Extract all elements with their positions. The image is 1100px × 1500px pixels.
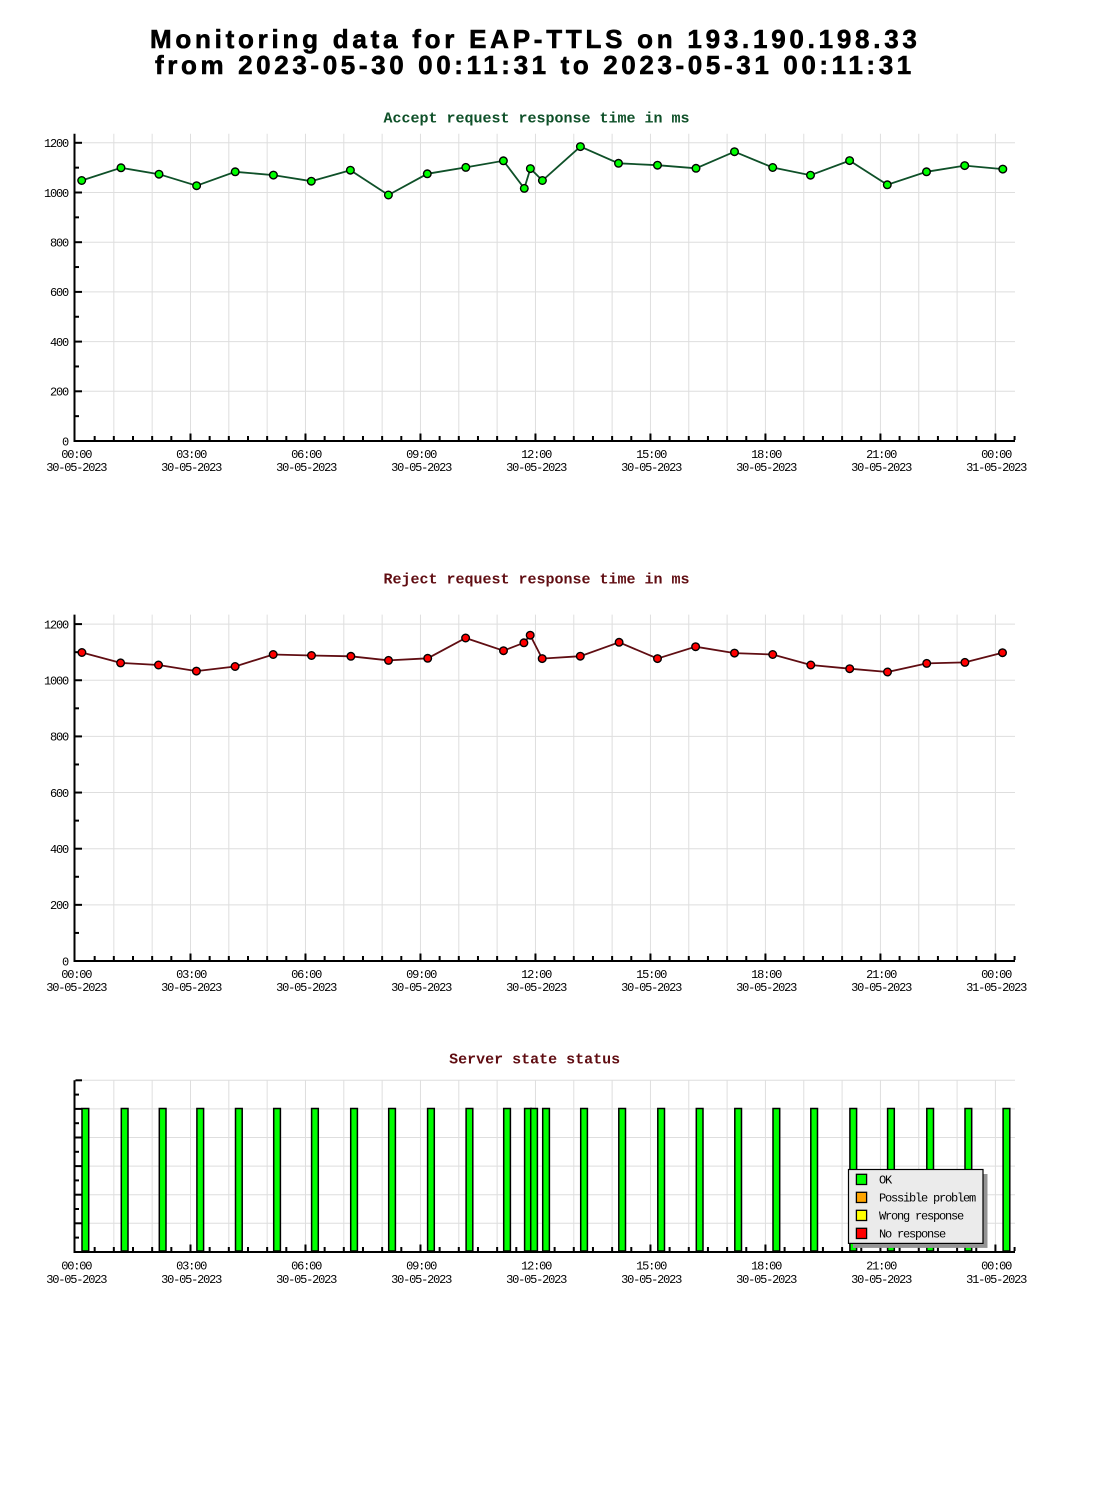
svg-text:09:00: 09:00 [406, 448, 437, 462]
svg-text:600: 600 [50, 286, 69, 300]
svg-text:31-05-2023: 31-05-2023 [966, 1273, 1027, 1287]
svg-text:12:00: 12:00 [521, 1260, 552, 1274]
svg-text:06:00: 06:00 [291, 448, 322, 462]
svg-text:00:00: 00:00 [981, 1260, 1012, 1274]
svg-text:21:00: 21:00 [866, 1260, 897, 1274]
svg-text:800: 800 [50, 731, 69, 745]
svg-text:21:00: 21:00 [866, 448, 897, 462]
svg-text:30-05-2023: 30-05-2023 [161, 461, 222, 475]
svg-text:1000: 1000 [44, 187, 69, 201]
svg-text:15:00: 15:00 [636, 1260, 667, 1274]
svg-text:00:00: 00:00 [61, 448, 92, 462]
svg-text:Possible problem: Possible problem [879, 1192, 976, 1206]
svg-text:30-05-2023: 30-05-2023 [621, 981, 682, 995]
svg-text:30-05-2023: 30-05-2023 [851, 981, 912, 995]
svg-text:30-05-2023: 30-05-2023 [46, 981, 107, 995]
svg-text:00:00: 00:00 [61, 1260, 92, 1274]
svg-text:30-05-2023: 30-05-2023 [851, 461, 912, 475]
svg-text:30-05-2023: 30-05-2023 [736, 981, 797, 995]
svg-text:30-05-2023: 30-05-2023 [276, 1273, 337, 1287]
svg-text:09:00: 09:00 [406, 1260, 437, 1274]
svg-text:400: 400 [50, 843, 69, 857]
svg-text:18:00: 18:00 [751, 448, 782, 462]
svg-text:30-05-2023: 30-05-2023 [391, 1273, 452, 1287]
svg-text:31-05-2023: 31-05-2023 [966, 461, 1027, 475]
svg-text:800: 800 [50, 237, 69, 251]
svg-text:30-05-2023: 30-05-2023 [736, 461, 797, 475]
svg-text:200: 200 [50, 386, 69, 400]
svg-text:0: 0 [62, 955, 69, 969]
svg-text:00:00: 00:00 [981, 968, 1012, 982]
svg-text:30-05-2023: 30-05-2023 [46, 1273, 107, 1287]
svg-text:30-05-2023: 30-05-2023 [621, 461, 682, 475]
svg-text:30-05-2023: 30-05-2023 [276, 981, 337, 995]
svg-text:18:00: 18:00 [751, 968, 782, 982]
svg-text:30-05-2023: 30-05-2023 [276, 461, 337, 475]
svg-text:21:00: 21:00 [866, 968, 897, 982]
svg-text:06:00: 06:00 [291, 968, 322, 982]
svg-text:Accept request response time i: Accept request response time in ms [383, 111, 689, 128]
svg-text:15:00: 15:00 [636, 968, 667, 982]
svg-text:No response: No response [879, 1228, 946, 1242]
svg-text:30-05-2023: 30-05-2023 [161, 981, 222, 995]
svg-text:30-05-2023: 30-05-2023 [46, 461, 107, 475]
svg-text:Reject request response time i: Reject request response time in ms [383, 571, 689, 588]
svg-text:00:00: 00:00 [981, 448, 1012, 462]
svg-text:30-05-2023: 30-05-2023 [391, 981, 452, 995]
svg-text:09:00: 09:00 [406, 968, 437, 982]
svg-text:Wrong response: Wrong response [879, 1210, 964, 1224]
svg-text:30-05-2023: 30-05-2023 [161, 1273, 222, 1287]
svg-text:18:00: 18:00 [751, 1260, 782, 1274]
svg-text:1200: 1200 [44, 137, 69, 151]
svg-text:30-05-2023: 30-05-2023 [506, 1273, 567, 1287]
svg-text:200: 200 [50, 899, 69, 913]
svg-text:03:00: 03:00 [176, 1260, 207, 1274]
svg-text:12:00: 12:00 [521, 448, 552, 462]
svg-text:15:00: 15:00 [636, 448, 667, 462]
svg-text:30-05-2023: 30-05-2023 [391, 461, 452, 475]
svg-text:400: 400 [50, 336, 69, 350]
svg-text:30-05-2023: 30-05-2023 [736, 1273, 797, 1287]
svg-text:30-05-2023: 30-05-2023 [851, 1273, 912, 1287]
svg-text:0: 0 [62, 435, 69, 449]
svg-text:OK: OK [879, 1174, 893, 1188]
svg-text:03:00: 03:00 [176, 968, 207, 982]
svg-text:12:00: 12:00 [521, 968, 552, 982]
svg-text:30-05-2023: 30-05-2023 [506, 461, 567, 475]
svg-text:1000: 1000 [44, 675, 69, 689]
svg-text:06:00: 06:00 [291, 1260, 322, 1274]
svg-text:Server state status: Server state status [449, 1051, 620, 1068]
svg-text:03:00: 03:00 [176, 448, 207, 462]
svg-text:30-05-2023: 30-05-2023 [621, 1273, 682, 1287]
svg-text:31-05-2023: 31-05-2023 [966, 981, 1027, 995]
svg-text:30-05-2023: 30-05-2023 [506, 981, 567, 995]
svg-text:00:00: 00:00 [61, 968, 92, 982]
svg-text:600: 600 [50, 787, 69, 801]
svg-text:1200: 1200 [44, 618, 69, 632]
